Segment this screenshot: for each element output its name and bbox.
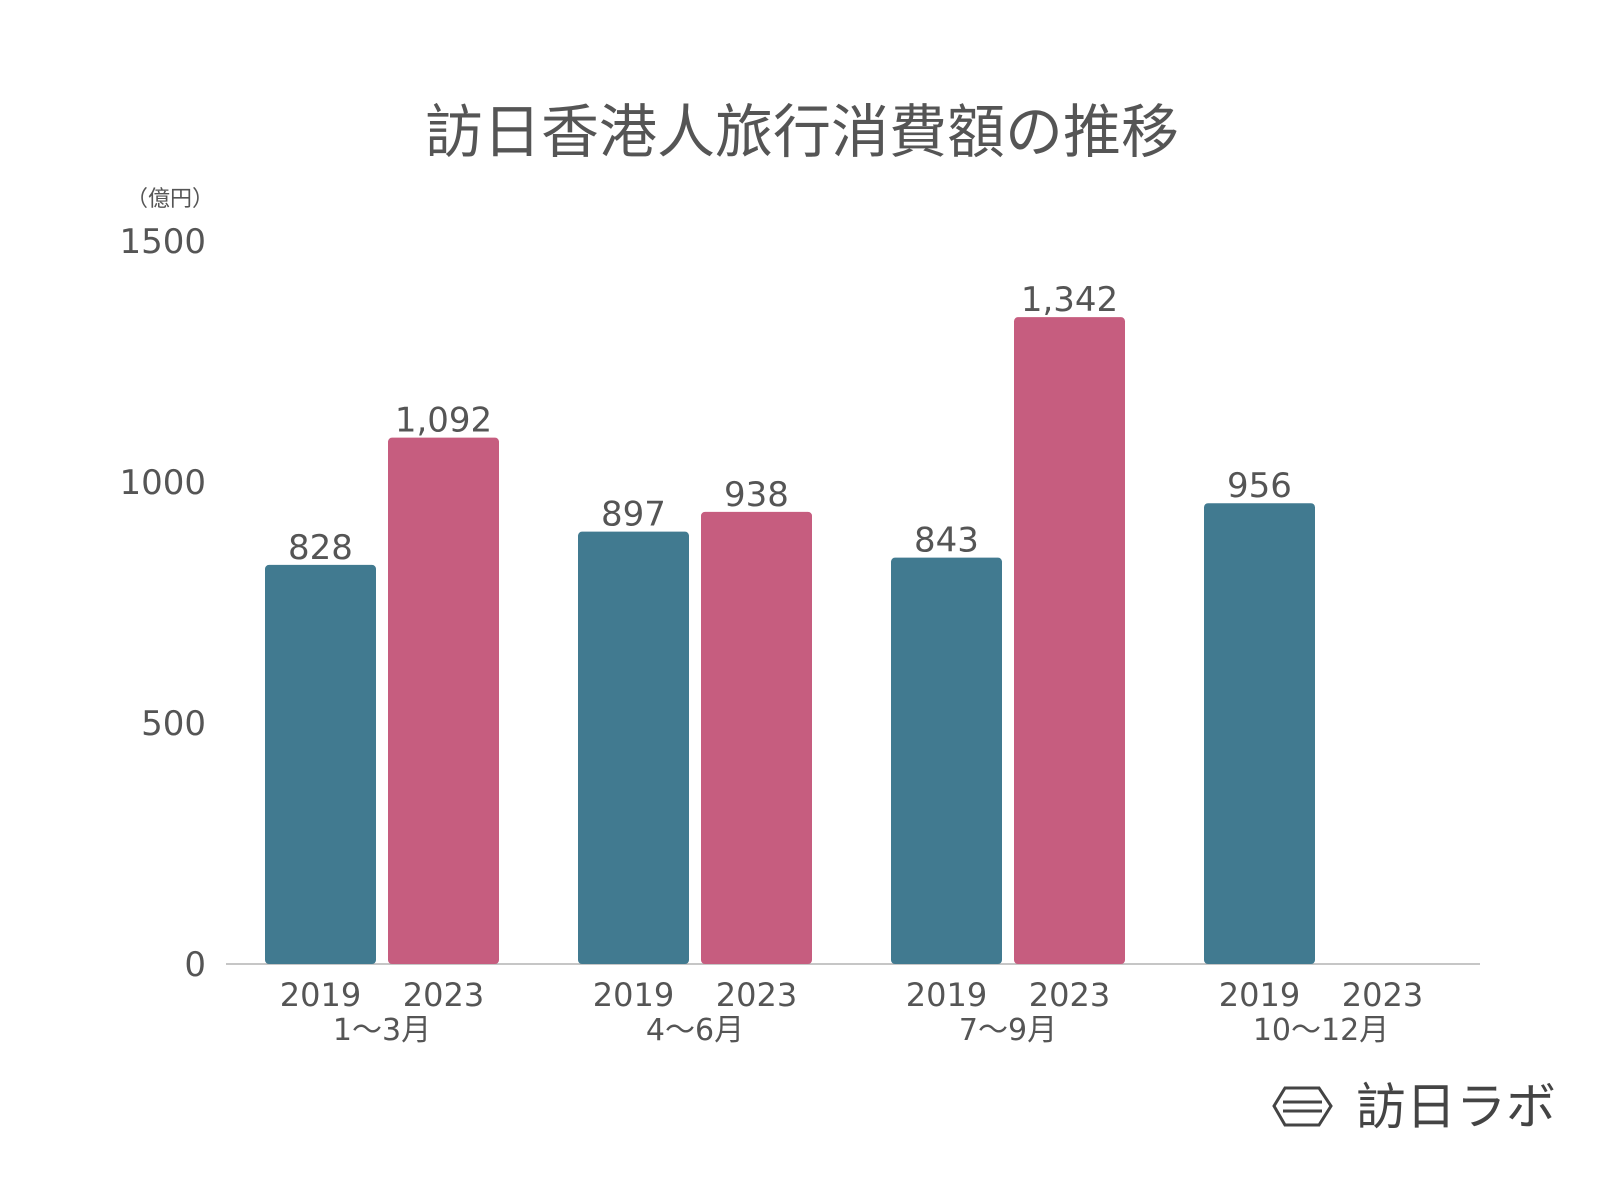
x-series-label: 2019 [280, 976, 361, 1014]
bar-value-label: 956 [1227, 466, 1292, 506]
bar-group [265, 317, 1315, 964]
value-labels: 828 1,092 897 938 843 1,342 956 [288, 280, 1292, 568]
bar-value-label: 938 [724, 475, 789, 515]
x-series-label: 2019 [906, 976, 987, 1014]
bar-value-label: 1,342 [1021, 280, 1118, 320]
y-tick-label: 1500 [119, 222, 206, 262]
bar-value-label: 828 [288, 528, 353, 568]
y-axis-ticks: 0 500 1000 1500 [119, 222, 206, 985]
chart-title: 訪日香港人旅行消費額の推移 [425, 98, 1179, 166]
x-series-label: 2023 [1029, 976, 1110, 1014]
bar-2023-1 [388, 437, 499, 964]
y-tick-label: 500 [141, 704, 206, 744]
logo: 訪日ラボ [1272, 1078, 1556, 1136]
x-category-label: 7〜9月 [959, 1013, 1057, 1048]
x-series-label: 2023 [1342, 976, 1423, 1014]
y-tick-label: 0 [184, 945, 206, 985]
bar-2023-3 [1014, 317, 1125, 964]
bar-2019-4 [1204, 503, 1315, 964]
bar-value-label: 897 [601, 495, 666, 535]
bar-2019-3 [891, 557, 1002, 964]
x-category-label: 4〜6月 [646, 1013, 744, 1048]
x-category-label: 1〜3月 [333, 1013, 431, 1048]
bar-2019-2 [578, 531, 689, 964]
bar-value-label: 1,092 [395, 401, 492, 441]
hexagon-logo-icon [1272, 1086, 1333, 1127]
logo-text: 訪日ラボ [1356, 1078, 1556, 1136]
bar-value-label: 843 [914, 521, 979, 561]
x-series-label: 2019 [1219, 976, 1300, 1014]
bar-2019-1 [265, 564, 376, 964]
x-series-label: 2023 [403, 976, 484, 1014]
x-series-label: 2019 [593, 976, 674, 1014]
x-category-label: 10〜12月 [1253, 1013, 1389, 1048]
y-tick-label: 1000 [119, 463, 206, 503]
bar-2023-2 [701, 511, 812, 964]
x-series-label: 2023 [716, 976, 797, 1014]
y-axis-unit-label: （億円） [126, 187, 214, 212]
